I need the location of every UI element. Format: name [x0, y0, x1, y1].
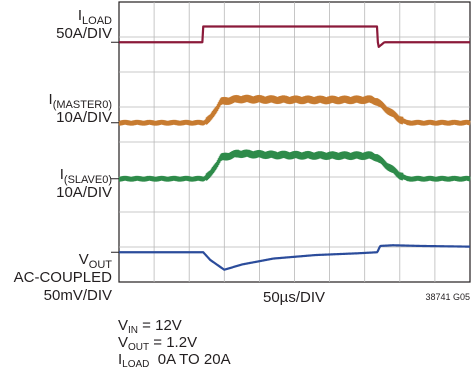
channel-name-main-islave0: I	[60, 166, 64, 183]
condition-vout-value: = 1.2V	[149, 334, 198, 351]
condition-vin-value: = 12V	[138, 317, 182, 334]
channel-name-islave0: I(SLAVE0)	[60, 166, 112, 186]
channel-scale-imaster0: 10A/DIV	[56, 109, 112, 126]
channel-name-main-iload: I	[78, 7, 82, 24]
channel-scale-islave0: 10A/DIV	[56, 184, 112, 201]
channel-name-main-imaster0: I	[49, 91, 53, 108]
traces	[118, 25, 471, 271]
condition-iload: ILOAD 0A TO 20A	[118, 351, 231, 370]
condition-vout-main: V	[118, 334, 129, 351]
figure-code: 38741 G05	[425, 292, 470, 302]
trace-iload	[118, 25, 471, 49]
channel-name-iload: ILOAD	[78, 7, 112, 27]
condition-iload-sub: LOAD	[122, 359, 150, 370]
condition-iload-main: I	[118, 351, 123, 368]
condition-vin-main: V	[118, 317, 129, 334]
x-axis-label: 50µs/DIV	[263, 289, 325, 306]
oscilloscope-chart: ILOAD50A/DIVI(MASTER0)10A/DIVI(SLAVE0)10…	[14, 1, 471, 306]
channel-labels: ILOAD50A/DIVI(MASTER0)10A/DIVI(SLAVE0)10…	[14, 7, 119, 304]
trace-vout	[118, 244, 471, 271]
condition-vout: VOUT = 1.2V	[118, 334, 198, 353]
channel-scale-iload: 50A/DIV	[56, 25, 112, 42]
condition-vin-sub: IN	[128, 325, 139, 336]
condition-vin: VIN = 12V	[118, 317, 182, 336]
channel-name-sub-imaster0: (MASTER0)	[53, 99, 112, 111]
channel-name-imaster0: I(MASTER0)	[49, 91, 112, 111]
condition-iload-value: 0A TO 20A	[149, 351, 231, 368]
channel-name-vout: VOUT	[79, 251, 113, 271]
channel-name-main-vout: V	[79, 251, 89, 268]
channel-name-sub-islave0: (SLAVE0)	[64, 174, 112, 186]
condition-vout-sub: OUT	[128, 342, 150, 353]
channel-name-sub-vout: OUT	[89, 259, 113, 271]
trace-islave0	[118, 149, 471, 182]
channel-scale-vout: 50mV/DIV	[44, 287, 112, 304]
trace-imaster0	[118, 94, 471, 126]
channel-name-sub-iload: LOAD	[82, 15, 112, 27]
channel-coupling-vout: AC-COUPLED	[14, 269, 113, 286]
